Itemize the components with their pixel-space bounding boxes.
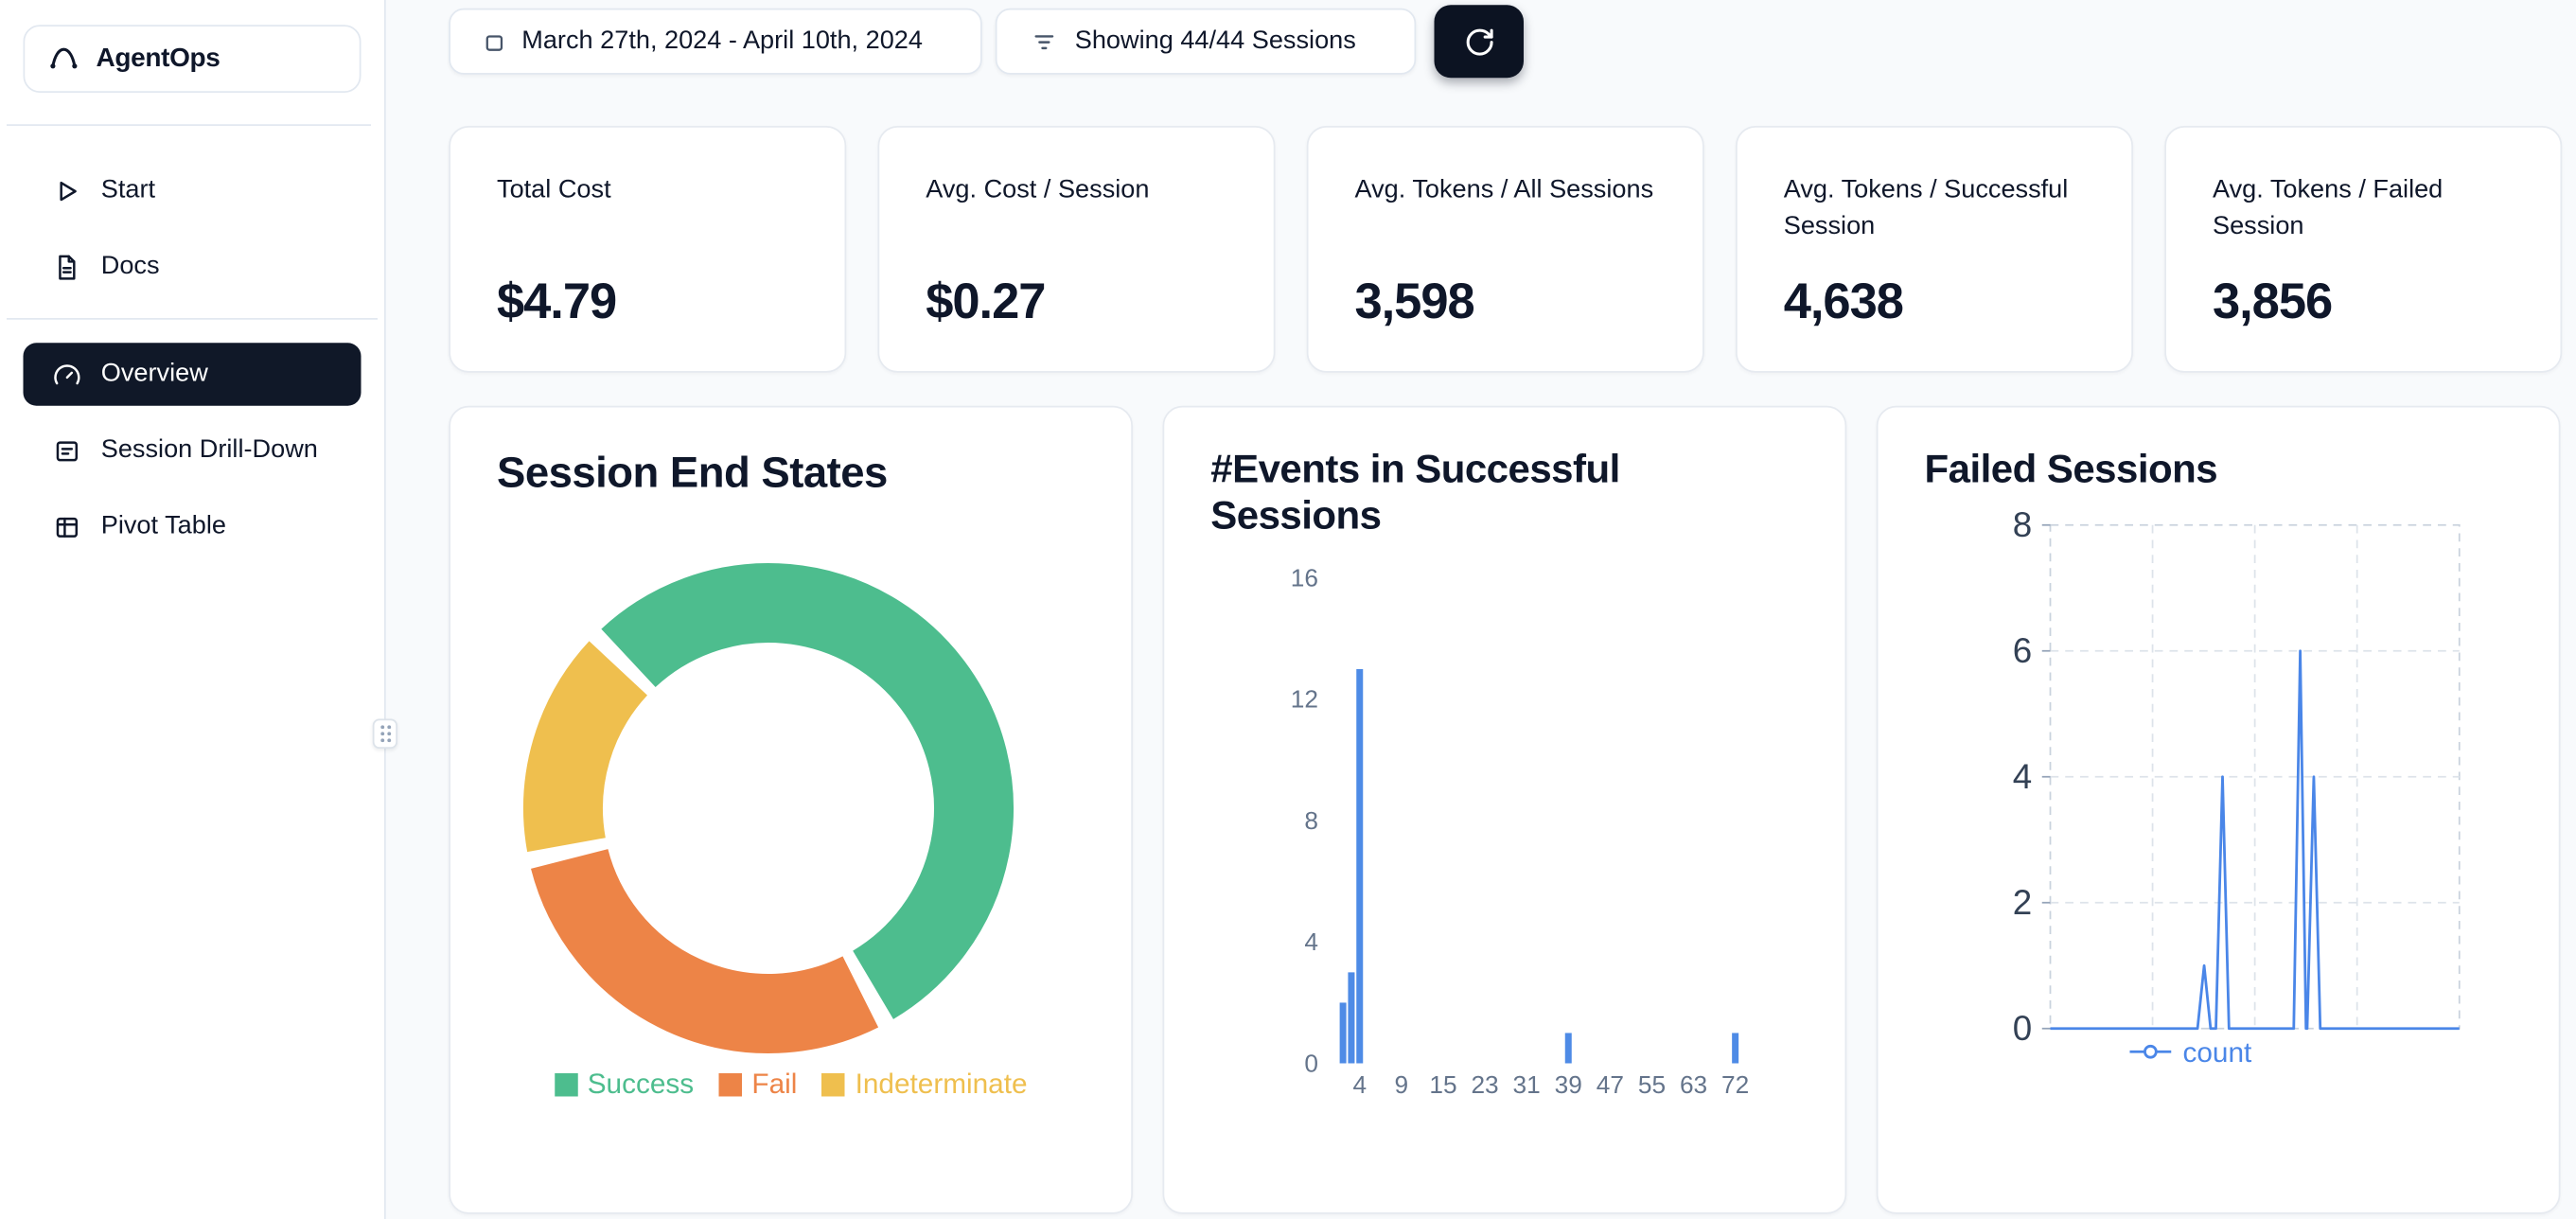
list-icon [53, 436, 81, 465]
session-end-states-card: Session End States Success Fail Indeterm… [449, 405, 1133, 1214]
svg-text:31: 31 [1513, 1070, 1541, 1099]
chart-title: Failed Sessions [1924, 447, 2218, 492]
svg-text:15: 15 [1429, 1070, 1456, 1099]
refresh-button[interactable] [1434, 5, 1524, 79]
gauge-icon [53, 361, 81, 389]
legend-label: Indeterminate [855, 1068, 1028, 1100]
stat-card-avg-tokens-all: Avg. Tokens / All Sessions 3,598 [1306, 126, 1704, 373]
stat-value: $4.79 [497, 274, 617, 330]
charts-row: Session End States Success Fail Indeterm… [449, 405, 2561, 1214]
sidebar-nav: Start Docs [0, 126, 384, 558]
sidebar-item-start[interactable]: Start [24, 159, 362, 222]
legend-label: Fail [751, 1068, 798, 1100]
failed-sessions-card: Failed Sessions 0 2 4 6 8 count [1876, 405, 2561, 1214]
svg-text:72: 72 [1721, 1070, 1749, 1099]
play-icon [53, 176, 81, 204]
stat-card-avg-tokens-successful: Avg. Tokens / Successful Session 4,638 [1736, 126, 2133, 373]
filter-icon [1031, 27, 1059, 56]
svg-text:12: 12 [1291, 685, 1318, 714]
sidebar-item-label: Docs [100, 252, 160, 280]
sidebar: AgentOps Start [0, 0, 386, 1219]
svg-text:47: 47 [1597, 1070, 1624, 1099]
stat-label: Total Cost [497, 175, 611, 204]
session-end-states-donut-chart [523, 563, 1014, 1053]
sidebar-divider [7, 318, 378, 320]
svg-text:8: 8 [2013, 505, 2032, 544]
drag-dots-icon [379, 724, 392, 744]
agentops-logo-icon [46, 42, 81, 77]
sidebar-item-label: Session Drill-Down [100, 435, 318, 464]
events-histogram-card: #Events in Successful Sessions 16 12 8 4 0 4 9… [1162, 405, 1847, 1214]
svg-text:8: 8 [1304, 806, 1318, 835]
svg-text:4: 4 [2013, 757, 2032, 796]
sidebar-item-label: Start [100, 175, 156, 204]
stat-value: 3,856 [2213, 274, 2333, 330]
svg-text:9: 9 [1395, 1070, 1409, 1099]
sidebar-item-label: Pivot Table [100, 511, 226, 540]
sidebar-item-docs[interactable]: Docs [24, 236, 362, 299]
legend-item-indeterminate[interactable]: Indeterminate [821, 1068, 1028, 1102]
stat-card-avg-tokens-failed: Avg. Tokens / Failed Session 3,856 [2164, 126, 2563, 373]
svg-text:4: 4 [1304, 928, 1318, 956]
stat-label: Avg. Cost / Session [926, 175, 1150, 204]
stat-label: Avg. Tokens / Failed Session [2213, 175, 2444, 241]
refresh-icon [1463, 26, 1494, 57]
svg-text:39: 39 [1555, 1070, 1582, 1099]
svg-text:0: 0 [1304, 1049, 1318, 1077]
svg-text:0: 0 [2013, 1009, 2032, 1048]
main-content: March 27th, 2024 - April 10th, 2024 Show… [386, 0, 2576, 1219]
donut-legend: Success Fail Indeterminate [450, 1069, 1131, 1102]
sidebar-item-session-drill-down[interactable]: Session Drill-Down [24, 419, 362, 483]
chart-title: #Events in Successful Sessions [1210, 447, 1620, 539]
document-icon [53, 253, 81, 281]
legend-swatch [821, 1073, 846, 1097]
date-range-picker[interactable]: March 27th, 2024 - April 10th, 2024 [449, 8, 982, 75]
stat-value: 3,598 [1354, 274, 1475, 330]
legend-swatch [718, 1073, 742, 1097]
stat-value: $0.27 [926, 274, 1046, 330]
legend-swatch [554, 1073, 578, 1097]
topbar: March 27th, 2024 - April 10th, 2024 Show… [449, 5, 1524, 79]
stats-row: Total Cost $4.79 Avg. Cost / Session $0.… [449, 126, 2563, 373]
sidebar-item-overview[interactable]: Overview [23, 343, 362, 406]
brand-name: AgentOps [96, 44, 221, 73]
stat-value: 4,638 [1783, 274, 1904, 330]
svg-text:23: 23 [1471, 1070, 1498, 1099]
svg-text:63: 63 [1680, 1070, 1707, 1099]
stat-label: Avg. Tokens / All Sessions [1354, 175, 1654, 204]
stat-card-total-cost: Total Cost $4.79 [449, 126, 847, 373]
date-range-label: March 27th, 2024 - April 10th, 2024 [521, 26, 923, 55]
sessions-filter-label: Showing 44/44 Sessions [1074, 26, 1356, 55]
legend-item-success[interactable]: Success [554, 1068, 695, 1102]
svg-text:6: 6 [2013, 631, 2032, 670]
svg-text:2: 2 [2013, 883, 2032, 922]
svg-text:16: 16 [1291, 564, 1318, 592]
svg-text:55: 55 [1638, 1070, 1666, 1099]
legend-item-fail[interactable]: Fail [718, 1069, 797, 1102]
sidebar-item-pivot-table[interactable]: Pivot Table [24, 495, 362, 558]
sessions-filter-button[interactable]: Showing 44/44 Sessions [995, 8, 1417, 75]
svg-text:4: 4 [1352, 1070, 1367, 1099]
calendar-icon [484, 30, 505, 52]
sidebar-item-label: Overview [100, 359, 208, 388]
svg-text:count: count [2183, 1037, 2253, 1069]
stat-card-avg-cost-session: Avg. Cost / Session $0.27 [877, 126, 1276, 373]
failed-sessions-line-chart: 0 2 4 6 8 count [2013, 505, 2461, 1069]
stat-label: Avg. Tokens / Successful Session [1783, 175, 2069, 241]
brand-logo[interactable]: AgentOps [23, 25, 362, 93]
sidebar-divider [7, 124, 371, 126]
legend-label: Success [587, 1068, 695, 1100]
table-columns-icon [53, 513, 81, 541]
sidebar-resize-handle[interactable] [372, 718, 397, 749]
chart-title: Session End States [497, 447, 888, 498]
